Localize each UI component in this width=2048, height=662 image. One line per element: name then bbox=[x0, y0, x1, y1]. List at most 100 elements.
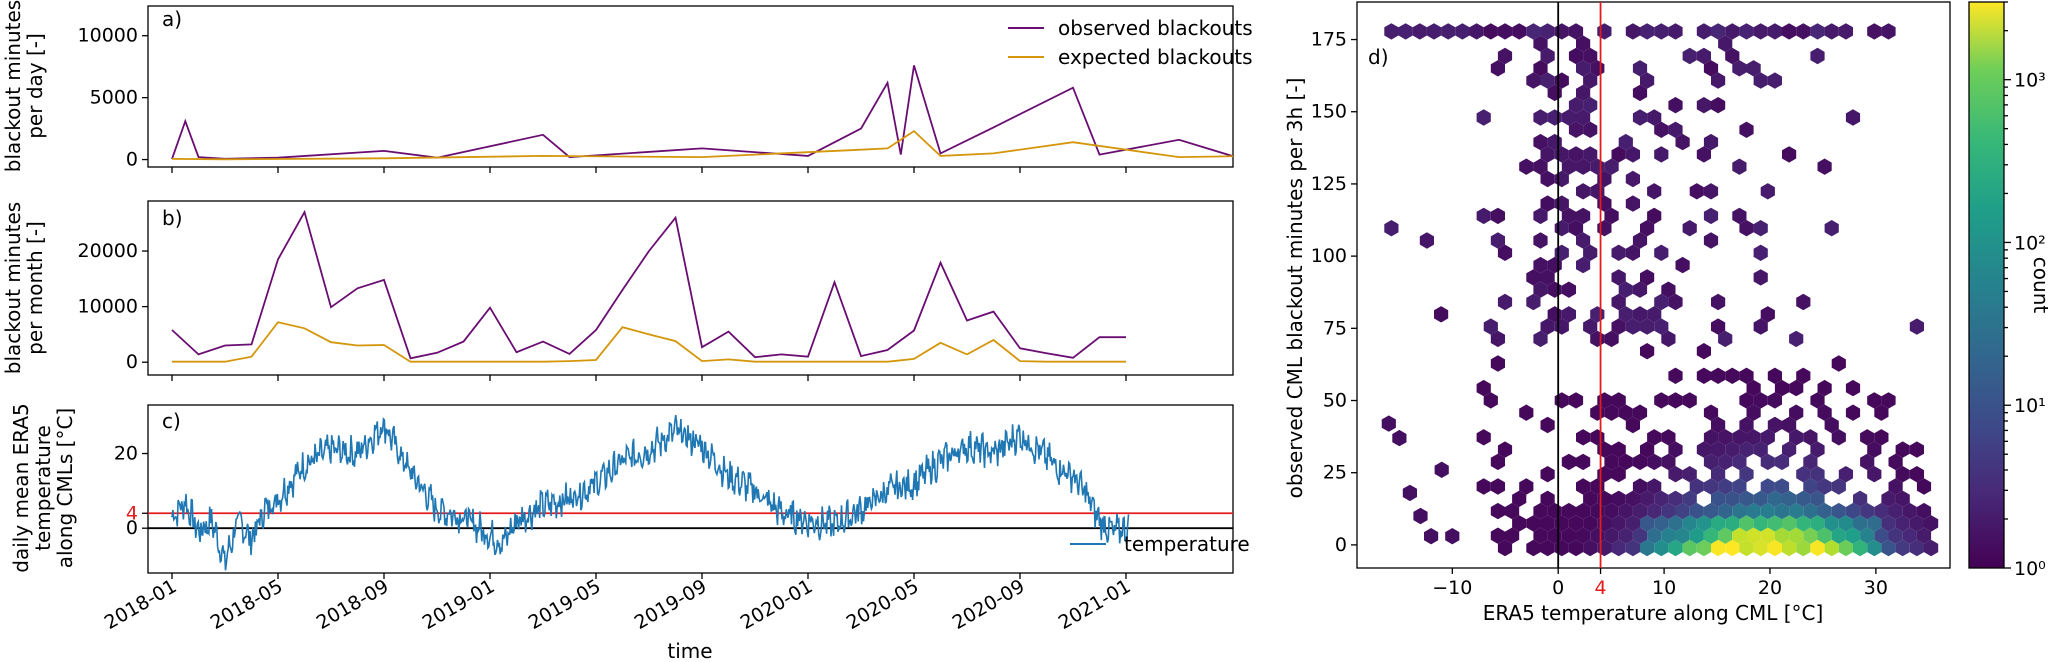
hexbin-cell bbox=[1774, 478, 1790, 495]
hexbin-cell bbox=[1647, 109, 1662, 126]
hexbin-cell bbox=[1874, 404, 1889, 421]
hexbin-cell bbox=[1640, 220, 1655, 237]
hexbin-cell bbox=[1497, 23, 1513, 40]
hexbin-cell bbox=[1640, 72, 1655, 89]
hexbin-cell bbox=[1604, 502, 1619, 520]
hexbin-cell bbox=[1760, 183, 1775, 200]
hexbin-cell bbox=[1647, 183, 1662, 200]
hexbin-cell bbox=[1739, 416, 1754, 434]
hexbin-cell bbox=[1916, 527, 1932, 544]
panel-a-label: a) bbox=[162, 7, 182, 31]
hexbin-cell bbox=[1682, 466, 1697, 483]
panel-b-ylabel-line1: blackout minutes bbox=[1, 202, 25, 374]
hexbin-cell bbox=[1540, 318, 1555, 335]
hexbin-cell bbox=[1640, 490, 1655, 507]
hexbin-cell bbox=[1845, 502, 1861, 520]
hexbin-cell bbox=[1760, 478, 1775, 495]
hexbin-cell bbox=[1824, 515, 1839, 532]
hexbin-cell bbox=[1647, 453, 1662, 471]
hexbin-cell bbox=[1632, 109, 1648, 126]
panel-d-xtick-label: 10 bbox=[1652, 577, 1676, 599]
legend-label-temperature: temperature bbox=[1124, 532, 1250, 556]
hexbin-cell bbox=[1490, 527, 1505, 544]
hexbin-cell bbox=[1632, 502, 1648, 520]
panel-d-ytick-label: 25 bbox=[1323, 462, 1347, 484]
panel-c-xtick-label: 2021-01 bbox=[1055, 575, 1135, 634]
hexbin-cell bbox=[1526, 293, 1541, 311]
panel-b-label: b) bbox=[162, 206, 183, 230]
hexbin-cell bbox=[1711, 441, 1726, 458]
hexbin-cell bbox=[1803, 453, 1818, 471]
hexbin-cell bbox=[1718, 502, 1733, 520]
hexbin-cell bbox=[1803, 429, 1818, 446]
hexbin-cell bbox=[1682, 490, 1697, 507]
hexbin-cell bbox=[1519, 478, 1534, 495]
hexbin-cell bbox=[1831, 502, 1846, 520]
hexbin-cell bbox=[1867, 23, 1882, 40]
hexbin-cell bbox=[1725, 441, 1740, 458]
hexbin-cell bbox=[1526, 23, 1541, 40]
hexbin-cell bbox=[1384, 23, 1399, 40]
hexbin-cell bbox=[1803, 527, 1818, 544]
hexbin-cell bbox=[1568, 392, 1584, 409]
hexbin-cell bbox=[1760, 527, 1775, 544]
hexbin-cell bbox=[1711, 293, 1726, 311]
hexbin-cell bbox=[1810, 23, 1825, 40]
hexbin-cell bbox=[1838, 515, 1853, 532]
hexbin-cell bbox=[1661, 281, 1676, 298]
hexbin-cell bbox=[1654, 318, 1669, 335]
hexbin-cell bbox=[1533, 133, 1548, 151]
hexbin-cell bbox=[1767, 72, 1782, 89]
hexbin-cell bbox=[1568, 539, 1584, 557]
hexbin-cell bbox=[1689, 502, 1704, 520]
hexbin-cell bbox=[1490, 453, 1505, 471]
panel-b-series-observed bbox=[171, 209, 1126, 360]
hexbin-cell bbox=[1753, 490, 1768, 507]
hexbin-cell bbox=[1583, 121, 1598, 138]
panel-d-plot bbox=[1381, 2, 1939, 568]
hexbin-cell bbox=[1625, 490, 1640, 507]
hexbin-cell bbox=[1810, 441, 1825, 458]
hexbin-cell bbox=[1576, 429, 1591, 446]
hexbin-cell bbox=[1483, 392, 1498, 409]
hexbin-cell bbox=[1753, 269, 1768, 286]
panel-c-xtick-label: 2020-09 bbox=[949, 575, 1029, 634]
hexbin-cell bbox=[1625, 170, 1640, 188]
hexbin-cell bbox=[1611, 515, 1626, 532]
hexbin-cell bbox=[1668, 515, 1683, 532]
hexbin-cell bbox=[1739, 441, 1754, 458]
hexbin-cell bbox=[1576, 232, 1591, 249]
hexbin-cell bbox=[1604, 330, 1619, 348]
panel-b-series-expected bbox=[172, 321, 1126, 363]
hexbin-cell bbox=[1497, 244, 1513, 261]
hexbin-cell bbox=[1746, 60, 1761, 77]
hexbin-cell bbox=[1640, 269, 1655, 286]
colorbar-tick-label: 10³ bbox=[2014, 70, 2046, 92]
hexbin-cell bbox=[1703, 207, 1719, 225]
hexbin-cell bbox=[1803, 502, 1818, 520]
hexbin-cell bbox=[1640, 318, 1655, 335]
hexbin-cell bbox=[1767, 23, 1782, 40]
hexbin-cell bbox=[1519, 158, 1534, 175]
hexbin-cell bbox=[1739, 121, 1754, 138]
hexbin-cell bbox=[1583, 47, 1598, 65]
hexbin-cell bbox=[1490, 478, 1505, 495]
hexbin-cell bbox=[1888, 527, 1903, 544]
hexbin-cell bbox=[1412, 23, 1427, 40]
hexbin-cell bbox=[1640, 343, 1655, 360]
hexbin-cell bbox=[1845, 109, 1861, 126]
hexbin-cell bbox=[1796, 490, 1811, 507]
hexbin-cell bbox=[1703, 404, 1719, 421]
hexbin-cell bbox=[1682, 392, 1697, 409]
hexbin-cell bbox=[1561, 502, 1576, 520]
panel-d-ylabel: observed CML blackout minutes per 3h [-] bbox=[1283, 78, 1307, 499]
hexbin-cell bbox=[1739, 392, 1754, 409]
hexbin-cell bbox=[1718, 478, 1733, 495]
hexbin-cell bbox=[1732, 207, 1747, 225]
hexbin-cell bbox=[1725, 515, 1740, 532]
hexbin-cell bbox=[1490, 355, 1505, 372]
hexbin-cell bbox=[1739, 490, 1754, 507]
hexbin-cell bbox=[1568, 97, 1584, 114]
hexbin-cell bbox=[1611, 269, 1626, 286]
